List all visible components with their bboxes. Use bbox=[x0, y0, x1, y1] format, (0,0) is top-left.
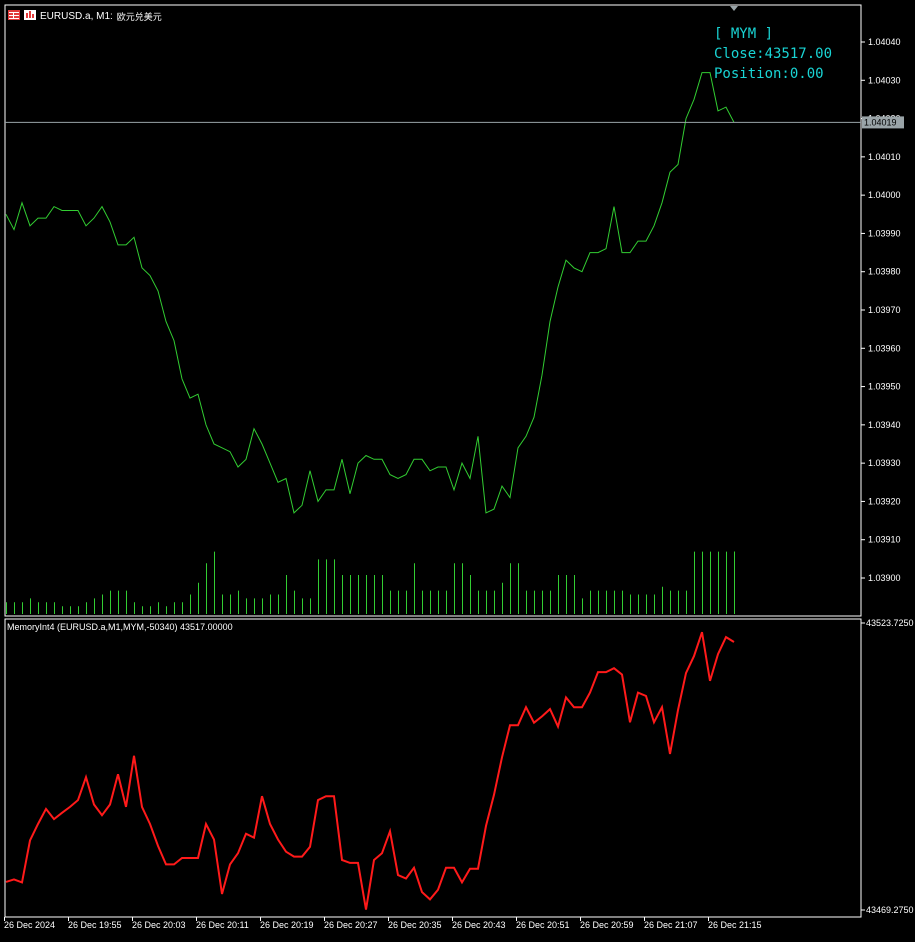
price-tick-label: 1.03950 bbox=[868, 382, 901, 392]
info-overlay: [ MYM ] Close:43517.00 Position:0.00 bbox=[714, 24, 832, 84]
indicator-pane-frame bbox=[4, 618, 862, 918]
time-tick-label: 26 Dec 20:43 bbox=[452, 920, 506, 930]
price-tick-label: 1.04010 bbox=[868, 152, 901, 162]
overlay-close: Close:43517.00 bbox=[714, 46, 833, 62]
time-tick-label: 26 Dec 20:35 bbox=[388, 920, 442, 930]
price-series bbox=[5, 72, 735, 514]
time-tick-label: 26 Dec 20:59 bbox=[580, 920, 634, 930]
time-tick-label: 26 Dec 21:15 bbox=[708, 920, 762, 930]
chart-type-icon[interactable] bbox=[24, 9, 36, 23]
chart-title-bar: EURUSD.a, M1: 欧元兑美元 bbox=[8, 8, 162, 24]
price-tick-label: 1.03940 bbox=[868, 420, 901, 430]
price-line bbox=[5, 72, 735, 514]
current-price-tag: 1.04019 bbox=[862, 116, 904, 129]
price-tick-label: 1.03910 bbox=[868, 535, 901, 545]
shift-marker-icon[interactable] bbox=[730, 6, 738, 11]
price-axis: 1.040401.040301.040201.040101.040001.039… bbox=[861, 37, 901, 583]
indicator-axis: 43523.7250 43469.2750 bbox=[861, 618, 914, 915]
price-tick-label: 1.03920 bbox=[868, 496, 901, 506]
time-tick-label: 26 Dec 20:27 bbox=[324, 920, 378, 930]
main-pane-frame bbox=[4, 4, 862, 617]
price-tick-label: 1.04040 bbox=[868, 37, 901, 47]
time-tick-label: 26 Dec 2024 bbox=[4, 920, 55, 930]
indicator-line bbox=[5, 631, 735, 910]
price-tick-label: 1.03990 bbox=[868, 228, 901, 238]
table-icon[interactable] bbox=[8, 9, 20, 23]
indicator-tick-label: 43469.2750 bbox=[866, 905, 914, 915]
price-tick-label: 1.03930 bbox=[868, 458, 901, 468]
time-axis: 26 Dec 2024 26 Dec 19:55 26 Dec 20:03 26 De… bbox=[4, 917, 762, 930]
time-tick-label: 26 Dec 19:55 bbox=[68, 920, 122, 930]
time-tick-label: 26 Dec 20:03 bbox=[132, 920, 186, 930]
time-tick-label: 26 Dec 21:07 bbox=[644, 920, 698, 930]
price-tick-label: 1.03900 bbox=[868, 573, 901, 583]
price-tick-label: 1.03970 bbox=[868, 305, 901, 315]
price-tick-label: 1.03980 bbox=[868, 267, 901, 277]
price-tick-label: 1.03960 bbox=[868, 343, 901, 353]
current-price-label: 1.04019 bbox=[864, 117, 897, 127]
time-tick-label: 26 Dec 20:11 bbox=[196, 920, 249, 930]
indicator-series bbox=[5, 631, 735, 910]
symbol-title: EURUSD.a, M1: bbox=[40, 10, 113, 22]
indicator-label: MemoryInt4 (EURUSD.a,M1,MYM,-50340) 4351… bbox=[7, 622, 233, 632]
overlay-position: Position:0.00 bbox=[714, 66, 824, 82]
price-tick-label: 1.04000 bbox=[868, 190, 901, 200]
symbol-description: 欧元兑美元 bbox=[116, 11, 162, 22]
time-tick-label: 26 Dec 20:19 bbox=[260, 920, 314, 930]
overlay-symbol: [ MYM ] bbox=[714, 26, 774, 42]
volume-histogram bbox=[6, 551, 735, 614]
indicator-tick-label: 43523.7250 bbox=[866, 618, 914, 628]
time-tick-label: 26 Dec 20:51 bbox=[516, 920, 570, 930]
price-tick-label: 1.04030 bbox=[868, 75, 901, 85]
